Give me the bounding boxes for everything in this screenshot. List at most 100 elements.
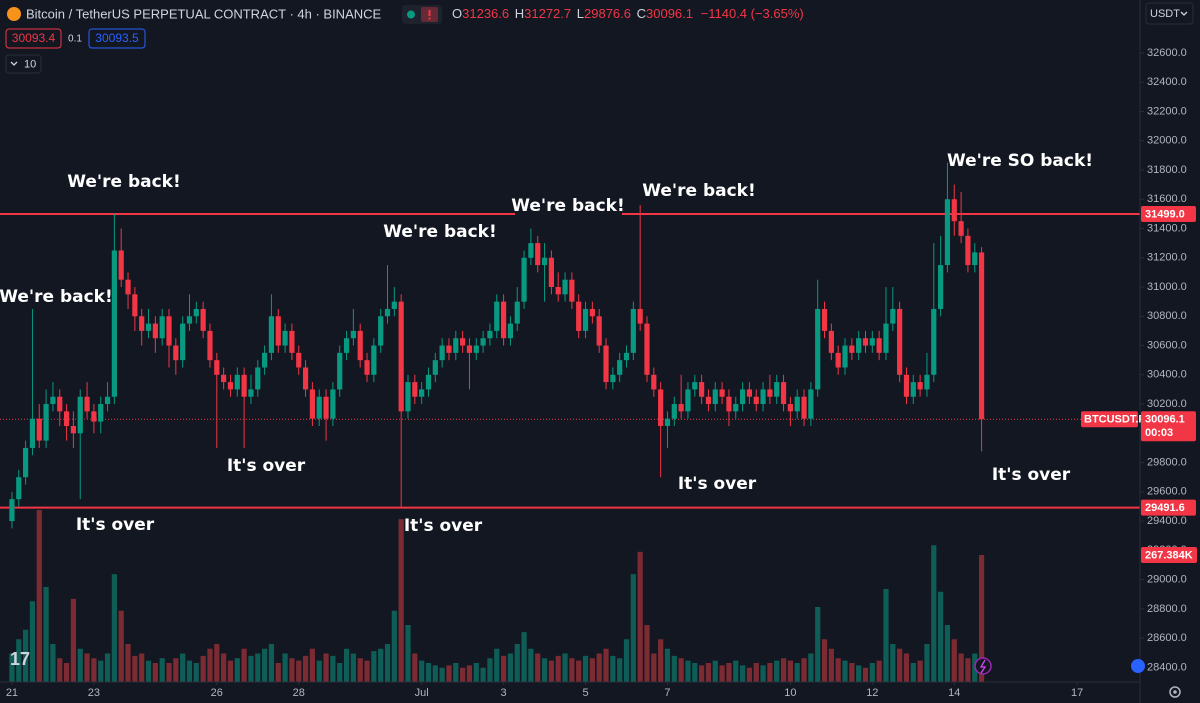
volume-bar xyxy=(125,644,131,682)
volume-bar xyxy=(507,653,514,682)
settings-icon[interactable] xyxy=(1169,686,1181,698)
y-tick-label: 29400.0 xyxy=(1147,515,1187,527)
candle-body xyxy=(821,308,828,331)
event-icon[interactable] xyxy=(974,657,992,675)
candle-body xyxy=(917,382,923,390)
candle-body xyxy=(200,308,206,331)
volume-bar xyxy=(828,648,834,682)
symbol-title[interactable]: Bitcoin / TetherUS PERPETUAL CONTRACT · … xyxy=(26,6,382,21)
volume-bar xyxy=(412,653,418,682)
currency-select[interactable] xyxy=(1145,2,1194,25)
volume-bar xyxy=(227,660,234,682)
candle-body xyxy=(541,257,548,266)
candle-body xyxy=(384,308,391,317)
volume-bar xyxy=(248,655,254,682)
volume-bar xyxy=(316,660,322,682)
candle-body xyxy=(446,345,452,353)
candle-body xyxy=(432,360,438,375)
volume-bar xyxy=(664,648,671,682)
volume-bar xyxy=(712,660,718,682)
candle-body xyxy=(248,389,254,397)
buy-button[interactable] xyxy=(88,28,146,49)
volume-bar xyxy=(63,663,70,682)
candle-body xyxy=(207,330,213,361)
volume-bar xyxy=(473,663,479,682)
volume-bar xyxy=(610,655,616,682)
volume-bar xyxy=(835,658,841,682)
candle-body xyxy=(753,396,759,405)
y-tick-label: 28600.0 xyxy=(1147,632,1187,644)
volume-bar xyxy=(193,663,199,682)
y-tick-label: 31600.0 xyxy=(1147,193,1187,205)
indicator-toggle[interactable] xyxy=(5,54,42,74)
ohlc-label: L xyxy=(577,6,584,21)
candle-body xyxy=(903,374,910,397)
candle-body xyxy=(562,279,568,295)
volume-bar xyxy=(214,644,220,682)
candle-body xyxy=(221,374,227,383)
chevron xyxy=(1180,11,1188,16)
candle-body xyxy=(658,389,664,426)
candle-body xyxy=(555,287,561,295)
ask-price: 30093.5 xyxy=(95,31,139,45)
volume-bar xyxy=(705,663,712,682)
candle-body xyxy=(193,308,199,317)
volume-bar xyxy=(965,658,971,682)
y-tick-label: 30200.0 xyxy=(1147,398,1187,410)
candle-body xyxy=(91,411,97,422)
candle-body xyxy=(610,374,616,383)
volume-bar xyxy=(521,632,527,682)
candle-body xyxy=(828,330,834,353)
candle-body xyxy=(637,308,643,324)
volume-bar xyxy=(541,658,548,682)
candle-body xyxy=(938,265,944,309)
volume-bar xyxy=(821,639,828,682)
candle-body xyxy=(57,396,63,412)
candle-body xyxy=(739,389,746,405)
candle-body xyxy=(371,345,377,375)
settings-icon xyxy=(1173,690,1177,694)
candle-body xyxy=(931,308,937,375)
candle-body xyxy=(50,396,56,405)
candle-body xyxy=(815,308,821,390)
price-tag-label: 30096.1 xyxy=(1145,414,1185,426)
candle-body xyxy=(173,345,179,361)
volume-bar xyxy=(173,658,179,682)
volume-bar xyxy=(241,648,247,682)
candle-body xyxy=(733,404,739,412)
candle-body xyxy=(849,345,855,353)
volume-bar xyxy=(726,663,732,682)
price-tag-label: 31499.0 xyxy=(1145,208,1185,220)
x-tick-label: 12 xyxy=(866,687,878,699)
candle-body xyxy=(671,404,677,419)
candle-body xyxy=(780,382,787,405)
annotation: It's over xyxy=(404,516,483,536)
candle-body xyxy=(323,396,329,419)
candle-body xyxy=(125,279,131,295)
candle-body xyxy=(180,323,186,361)
candle-body xyxy=(234,374,240,390)
candle-body xyxy=(487,330,493,339)
flag-icon[interactable] xyxy=(1131,659,1145,673)
volume-bar xyxy=(924,644,930,682)
sell-button[interactable] xyxy=(5,28,62,49)
volume-bar xyxy=(528,648,534,682)
status-box[interactable] xyxy=(402,5,442,24)
x-tick-label: 21 xyxy=(6,687,18,699)
logo[interactable]: 17 xyxy=(10,649,30,669)
candle-body xyxy=(910,382,916,397)
candle-body xyxy=(378,316,384,346)
candle-body xyxy=(972,252,978,266)
volume-bar xyxy=(849,663,855,682)
volume-bar xyxy=(132,655,138,682)
candle-body xyxy=(405,382,411,412)
annotation-bg xyxy=(515,194,622,218)
ohlc-value: 29876.6 xyxy=(584,6,631,21)
candle-body xyxy=(439,345,445,361)
volume-bar xyxy=(487,658,493,682)
candle-body xyxy=(282,330,288,346)
volume-bar xyxy=(439,667,445,682)
candle-body xyxy=(787,404,793,412)
candle-body xyxy=(897,308,903,375)
